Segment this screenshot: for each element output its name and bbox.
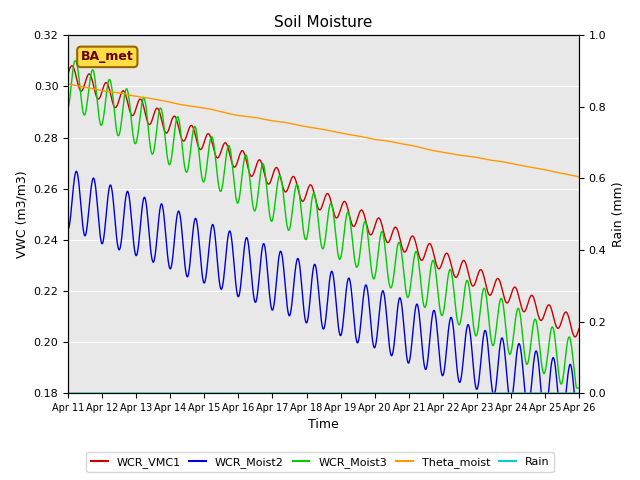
WCR_Moist3 [71,58,79,64]
Rain [178,390,186,396]
WCR_Moist3 [403,293,411,299]
WCR_Moist2 [236,292,243,298]
Theta_moist [469,154,477,160]
WCR_Moist3 [575,385,583,391]
WCR_Moist2 [166,265,173,271]
Theta_moist [64,81,72,87]
WCR_VMC1 [515,293,522,299]
Rain [64,390,72,396]
Theta_moist [575,174,583,180]
Theta_moist [166,99,173,105]
Title: Soil Moisture: Soil Moisture [275,15,372,30]
WCR_VMC1 [403,246,411,252]
WCR_Moist3 [236,196,243,202]
WCR_Moist3 [515,306,522,312]
Y-axis label: Rain (mm): Rain (mm) [612,181,625,247]
WCR_VMC1 [179,137,186,143]
WCR_VMC1 [236,153,243,159]
Theta_moist [235,113,243,119]
WCR_VMC1 [575,326,583,332]
Text: BA_met: BA_met [81,50,134,63]
Line: WCR_VMC1: WCR_VMC1 [68,66,579,337]
WCR_Moist3 [573,385,580,391]
WCR_Moist3 [166,162,173,168]
Y-axis label: VWC (m3/m3): VWC (m3/m3) [15,170,28,258]
WCR_VMC1 [166,124,173,130]
Rain [469,390,477,396]
WCR_Moist2 [64,226,72,232]
Theta_moist [403,142,410,147]
X-axis label: Time: Time [308,419,339,432]
WCR_Moist3 [470,323,477,329]
WCR_Moist2 [575,396,583,401]
Line: WCR_Moist3: WCR_Moist3 [68,61,579,388]
Theta_moist [515,162,522,168]
Rain [403,390,410,396]
WCR_Moist2 [72,168,80,174]
Legend: WCR_VMC1, WCR_Moist2, WCR_Moist3, Theta_moist, Rain: WCR_VMC1, WCR_Moist2, WCR_Moist3, Theta_… [86,452,554,472]
WCR_VMC1 [64,71,72,76]
Theta_moist [178,102,186,108]
WCR_Moist3 [64,105,72,110]
WCR_Moist2 [506,396,513,401]
WCR_VMC1 [572,334,579,340]
WCR_VMC1 [68,63,76,69]
Line: WCR_Moist2: WCR_Moist2 [68,171,579,398]
Rain [515,390,522,396]
WCR_Moist3 [179,143,186,148]
Rain [575,390,583,396]
WCR_VMC1 [470,283,477,289]
WCR_Moist2 [515,341,523,347]
WCR_Moist2 [179,230,186,236]
Rain [235,390,243,396]
WCR_Moist2 [470,366,477,372]
Line: Theta_moist: Theta_moist [68,84,579,177]
WCR_Moist2 [403,354,411,360]
Rain [166,390,173,396]
